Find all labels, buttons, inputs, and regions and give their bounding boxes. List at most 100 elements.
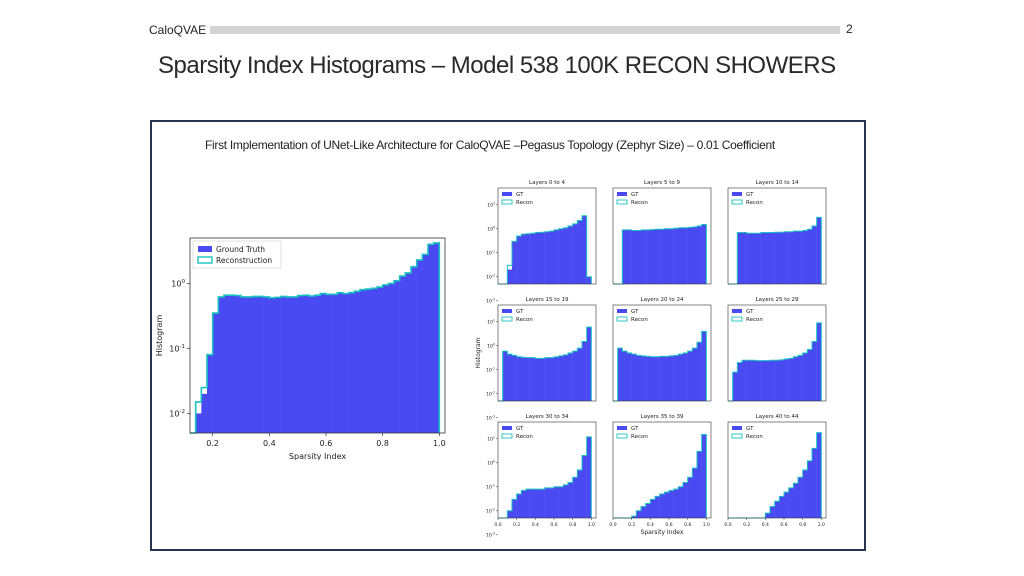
gt-bar <box>549 357 555 401</box>
x-tick-label: 0.6 <box>320 439 333 448</box>
gt-bar <box>371 288 378 433</box>
legend-swatch-gt <box>732 426 742 430</box>
gt-bar <box>263 296 270 433</box>
gt-bar <box>802 353 808 401</box>
gt-bar <box>577 348 583 401</box>
y-tick-label: 101 <box>487 436 495 443</box>
gt-bar <box>636 355 642 401</box>
gt-bar <box>544 487 550 518</box>
gt-bar <box>516 236 522 284</box>
gt-bar <box>568 353 573 401</box>
gt-bar <box>669 228 674 284</box>
gt-bar <box>664 492 670 518</box>
gt-bar <box>732 372 738 401</box>
y-tick-label: 100 <box>487 460 495 467</box>
gt-bar <box>650 356 656 401</box>
gt-bar <box>405 272 412 433</box>
recon-outline <box>613 330 707 402</box>
gt-bar <box>765 232 771 284</box>
gt-bar <box>320 293 327 433</box>
gt-bar <box>807 229 813 284</box>
y-tick-label: 10-1 <box>486 250 495 257</box>
x-tick-label: 0.6 <box>550 522 557 528</box>
gt-bar <box>770 360 775 401</box>
gt-bar <box>784 231 789 284</box>
gt-bar <box>337 292 344 433</box>
legend-label-recon: Recon <box>516 434 533 440</box>
gt-bar <box>314 295 321 433</box>
gt-bar <box>212 313 219 433</box>
gt-bar <box>554 486 559 518</box>
gt-bar <box>678 227 684 284</box>
gt-bar <box>774 232 780 284</box>
legend-swatch-recon <box>616 433 628 439</box>
gt-bar <box>544 357 550 401</box>
x-tick-label: 0.4 <box>532 522 539 528</box>
gt-bar <box>568 482 573 518</box>
gt-bar <box>774 360 780 401</box>
gt-bar <box>807 349 813 401</box>
y-tick-label: 101 <box>487 202 495 209</box>
gt-bar <box>673 489 679 518</box>
gt-bar <box>701 224 707 284</box>
gt-bar <box>793 356 799 401</box>
gt-bar <box>526 489 531 518</box>
gt-bar <box>788 487 794 518</box>
gt-bar <box>798 231 803 284</box>
gt-bar <box>521 490 527 518</box>
x-tick-label: 0.0 <box>609 522 616 528</box>
gt-bar <box>802 470 808 518</box>
gt-bar <box>807 460 813 518</box>
gt-bar <box>201 393 208 433</box>
panel-axes-frame <box>612 304 712 402</box>
gt-bar <box>549 487 555 518</box>
gt-bar <box>678 486 684 518</box>
x-tick-label: 0.2 <box>206 439 219 448</box>
gt-bar <box>746 360 752 401</box>
gt-bar <box>788 231 794 284</box>
main-bars <box>195 242 440 433</box>
gt-bar <box>655 356 660 401</box>
x-tick-label: 1.0 <box>588 522 595 528</box>
gt-bar <box>286 296 293 433</box>
gt-bar <box>207 354 213 433</box>
legend-swatch-recon <box>501 316 513 322</box>
gt-bar <box>645 356 651 401</box>
legend-label-recon: Recon <box>631 200 648 206</box>
legend-swatch-recon <box>197 256 213 264</box>
gt-bar <box>697 226 702 284</box>
y-axis-label: Histogram <box>155 315 164 357</box>
figure-subtitle: First Implementation of UNet-Like Archit… <box>205 138 775 152</box>
gt-bar <box>746 233 752 284</box>
gt-bar <box>756 233 761 284</box>
legend-label-recon: Recon <box>746 200 763 206</box>
legend-swatch-recon <box>731 316 743 322</box>
gt-bar <box>507 354 513 401</box>
gt-bar <box>516 494 522 518</box>
gt-bar <box>798 477 803 518</box>
legend-swatch-recon <box>731 433 743 439</box>
gt-bar <box>577 470 583 518</box>
gt-bar <box>770 232 775 284</box>
gt-bar <box>582 215 587 284</box>
gt-bar <box>586 276 592 284</box>
legend-swatch-recon <box>616 199 628 205</box>
main-axes-frame <box>189 237 446 434</box>
gt-bar <box>627 229 632 284</box>
gt-bar <box>692 226 698 284</box>
y-tick-label: 10-2 <box>486 274 495 281</box>
gt-bar <box>784 359 789 401</box>
recon-outline <box>190 242 441 434</box>
gt-bar <box>692 348 698 401</box>
gt-bar <box>411 266 417 433</box>
gt-bar <box>516 356 522 401</box>
x-tick-label: 0.6 <box>780 522 787 528</box>
panel-title: Layers 15 to 19 <box>526 297 569 303</box>
legend-swatch-gt <box>732 192 742 196</box>
layer-histogram-grid: Layers 0 to 4GTRecon10110010-110-210-3La… <box>475 180 827 539</box>
gt-bar <box>416 259 423 433</box>
recon-outline <box>613 434 707 519</box>
panel-title: Layers 5 to 9 <box>644 180 680 186</box>
